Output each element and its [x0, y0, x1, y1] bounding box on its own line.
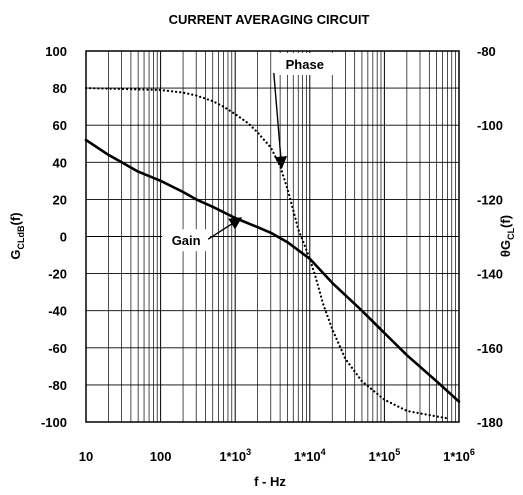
y-tick-label-right: -140 — [477, 267, 503, 282]
plot-frame — [85, 50, 460, 423]
chart-title: CURRENT AVERAGING CIRCUIT — [169, 12, 370, 27]
grid — [85, 50, 459, 423]
y-tick-label-right: -160 — [477, 341, 503, 356]
y-tick-label-left: -20 — [48, 267, 67, 282]
x-tick-label: 1*104 — [294, 447, 326, 464]
right-tick-labels: -80 -100 -120 -140 -160 -180 — [477, 44, 503, 430]
y-tick-label-left: -80 — [48, 378, 67, 393]
y-tick-label-left: 40 — [53, 155, 67, 170]
phase-label-box — [273, 52, 336, 75]
gain-label-box — [162, 229, 211, 252]
y-tick-label-right: -80 — [477, 44, 496, 59]
phase-arrow — [273, 72, 288, 170]
x-tick-label: 10 — [79, 449, 93, 464]
gain-arrow — [207, 217, 243, 240]
y-tick-label-right: -180 — [477, 415, 503, 430]
y-tick-label-left: 0 — [60, 230, 67, 245]
y-axis-label-right: θGCL(f) — [498, 215, 516, 257]
y-tick-label-right: -100 — [477, 118, 503, 133]
series-layer — [84, 86, 461, 420]
y-tick-label-left: 80 — [53, 81, 67, 96]
y-tick-label-left: -100 — [41, 415, 67, 430]
y-tick-label-left: -40 — [48, 304, 67, 319]
phase-annotation: Phase — [286, 57, 324, 72]
y-tick-label-left: 100 — [45, 44, 67, 59]
y-tick-label-right: -120 — [477, 192, 503, 207]
x-tick-label: 1*105 — [369, 447, 401, 464]
x-tick-labels: 10 100 1*103 1*104 1*105 1*106 — [79, 447, 475, 464]
left-tick-labels: 100 80 60 40 20 0 -20 -40 -60 -80 -100 — [41, 44, 67, 430]
x-tick-label: 1*103 — [219, 447, 251, 464]
annotation-layer: Phase Gain — [162, 52, 336, 252]
y-tick-label-left: 20 — [53, 192, 67, 207]
x-tick-label: 100 — [150, 449, 172, 464]
series-line-gain — [84, 138, 461, 403]
gain-annotation: Gain — [172, 233, 201, 248]
x-tick-label: 1*106 — [443, 447, 475, 464]
y-axis-label-left: GCLdB(f) — [8, 212, 26, 259]
y-tick-label-left: -60 — [48, 341, 67, 356]
x-axis-label: f - Hz — [254, 474, 286, 489]
y-tick-label-left: 60 — [53, 118, 67, 133]
series-line-phase — [84, 86, 449, 420]
